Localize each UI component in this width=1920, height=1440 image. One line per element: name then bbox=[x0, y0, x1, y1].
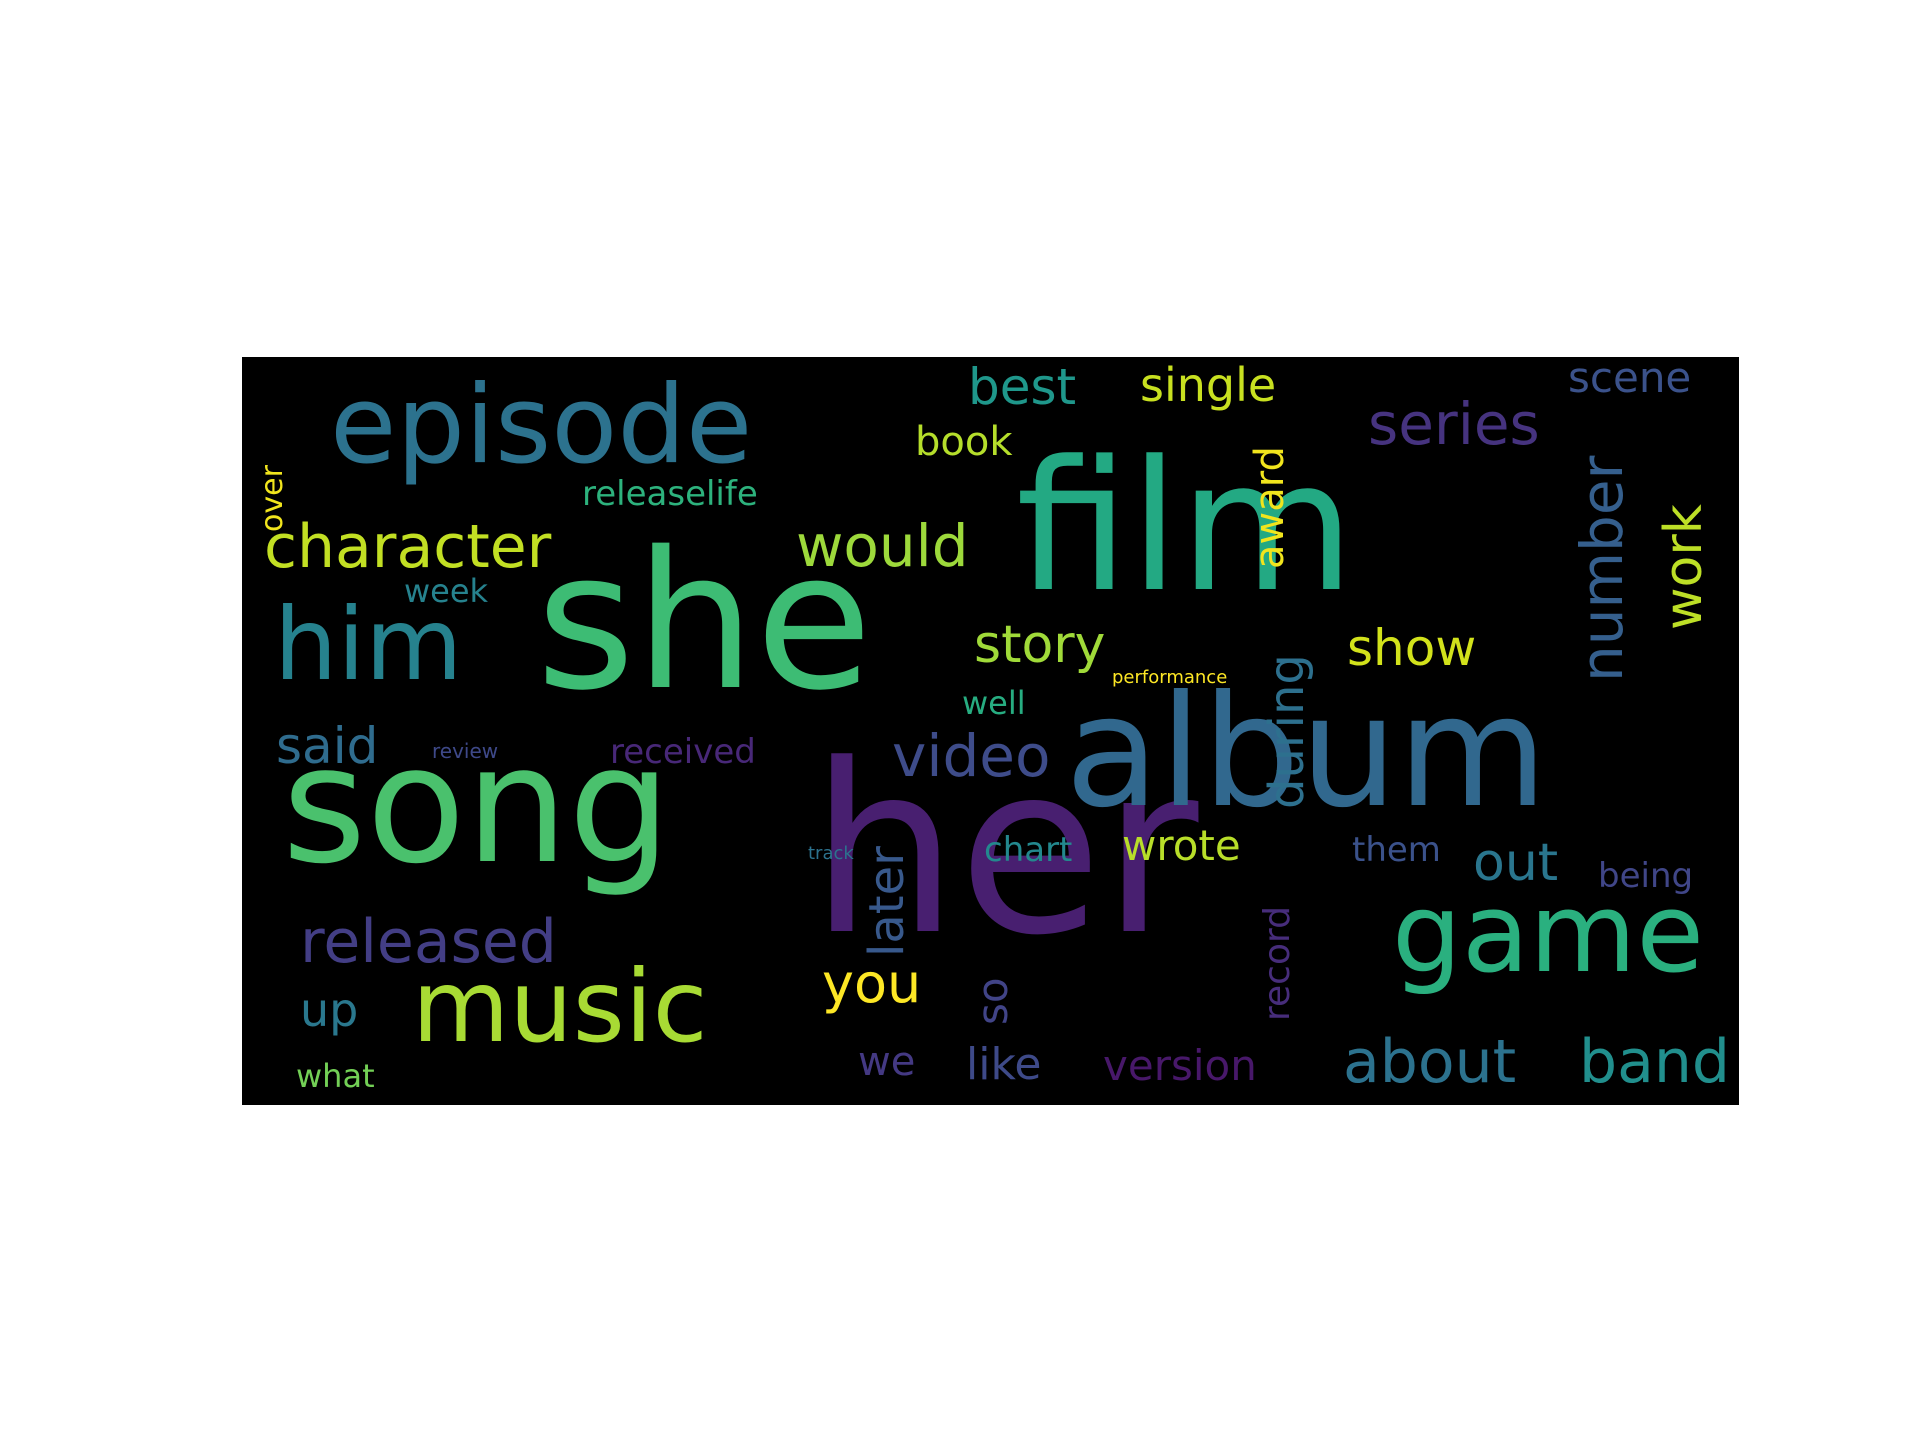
word-band: band bbox=[1579, 1027, 1730, 1097]
word-well: well bbox=[962, 684, 1026, 722]
word-out: out bbox=[1473, 833, 1559, 893]
word-scene: scene bbox=[1568, 357, 1692, 402]
word-over: track bbox=[808, 843, 854, 864]
word-track: performance bbox=[1112, 667, 1228, 688]
word-game: game bbox=[1392, 869, 1705, 997]
word-character: character bbox=[264, 512, 552, 582]
word-released: released bbox=[300, 907, 557, 977]
word-them: them bbox=[1352, 830, 1441, 870]
word-best: best bbox=[968, 358, 1077, 416]
word-we: we bbox=[858, 1039, 916, 1085]
word-week: week bbox=[404, 572, 489, 610]
word-version: version bbox=[1103, 1041, 1257, 1090]
word-work: said bbox=[276, 717, 379, 775]
word-him: him bbox=[274, 586, 463, 703]
word-what: what bbox=[296, 1057, 375, 1095]
word-number: show bbox=[1347, 619, 1477, 677]
word-album: album bbox=[1065, 663, 1548, 842]
word-song: song bbox=[282, 712, 672, 900]
word-her: her bbox=[810, 715, 1199, 987]
word-single: single bbox=[1140, 358, 1277, 412]
word-about: about bbox=[1343, 1027, 1517, 1097]
word-show: series bbox=[1368, 390, 1540, 458]
word-series: number bbox=[1568, 455, 1636, 682]
word-award: award bbox=[1247, 446, 1293, 569]
word-during: during bbox=[1259, 654, 1315, 809]
word-wrote: wrote bbox=[1122, 821, 1241, 870]
word-film: film bbox=[1016, 423, 1355, 632]
word-up: up bbox=[300, 983, 359, 1037]
word-you: you bbox=[822, 952, 922, 1015]
word-being: being bbox=[1598, 856, 1694, 896]
word-video: story bbox=[974, 615, 1106, 675]
word-review: over bbox=[255, 465, 290, 532]
word-received: received bbox=[610, 732, 756, 772]
word-record: record bbox=[1257, 906, 1298, 1021]
word-releaselife: releaselife bbox=[582, 474, 758, 514]
word-said: video bbox=[892, 722, 1051, 790]
word-book: book bbox=[915, 419, 1013, 465]
word-story: work bbox=[1654, 504, 1714, 630]
word-chart: chart bbox=[984, 830, 1073, 870]
word-music: music bbox=[412, 948, 708, 1065]
word-would: would bbox=[796, 512, 969, 580]
word-later: later bbox=[859, 846, 915, 957]
word-episode: episode bbox=[330, 363, 753, 488]
word-performance: review bbox=[432, 739, 499, 763]
word-so: so bbox=[968, 977, 1017, 1025]
word-she: she bbox=[536, 511, 873, 732]
word-cloud: her film she album song episode game mus… bbox=[242, 357, 1739, 1105]
word-like: like bbox=[966, 1039, 1042, 1090]
